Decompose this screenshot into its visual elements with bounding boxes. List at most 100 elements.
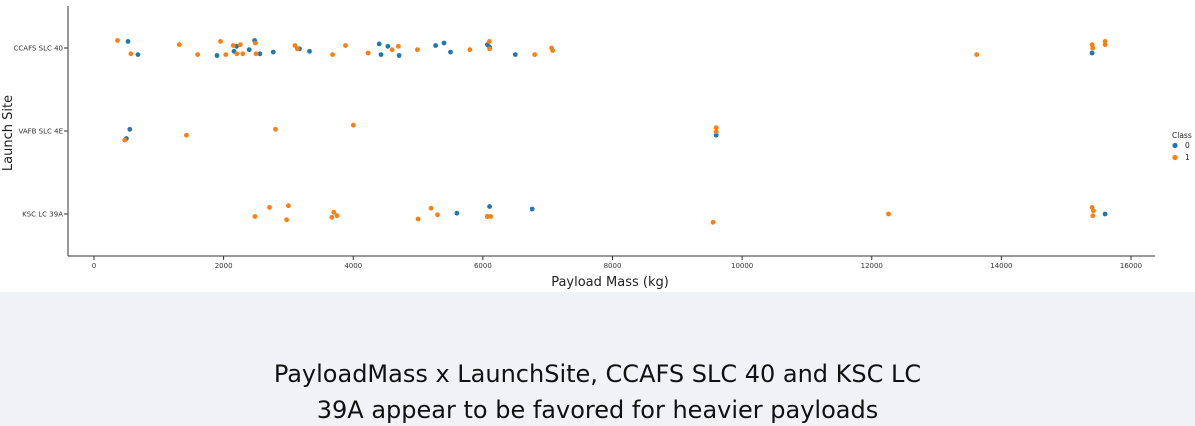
legend: Class 0 1 (1172, 131, 1192, 162)
legend-title: Class (1172, 131, 1192, 140)
data-point-class-1 (176, 42, 182, 48)
x-tick-label: 12000 (861, 262, 883, 270)
data-point-class-1 (435, 212, 440, 218)
data-point-class-0 (448, 49, 453, 55)
data-point-class-1 (253, 40, 258, 46)
data-point-class-0 (214, 53, 220, 58)
data-point-class-1 (713, 125, 719, 131)
data-point-class-1 (195, 52, 201, 57)
data-point-class-1 (487, 39, 492, 44)
x-tick-label: 2000 (215, 262, 233, 270)
data-point-class-0 (713, 132, 719, 138)
data-point-class-1 (343, 43, 348, 48)
data-point-class-0 (125, 39, 131, 44)
data-point-class-1 (273, 126, 278, 132)
data-point-class-1 (267, 205, 272, 210)
data-point-class-1 (240, 51, 246, 57)
data-point-class-1 (396, 43, 401, 49)
data-point-class-1 (330, 52, 335, 57)
data-point-class-0 (385, 43, 391, 49)
legend-marker (1172, 154, 1178, 161)
data-point-class-1 (223, 52, 229, 57)
data-point-class-1 (487, 46, 492, 52)
caption-line-1: PayloadMass x LaunchSite, CCAFS SLC 40 a… (273, 360, 922, 388)
data-point-class-1 (115, 38, 120, 43)
x-tick-label: 10000 (731, 262, 753, 270)
data-point-class-1 (294, 46, 300, 52)
scatter-chart: 0 2000 4000 6000 8000 10000 12000 14000 16000 CC… (1, 6, 1192, 290)
data-point-class-1 (350, 122, 356, 128)
x-tick-label: 16000 (1120, 262, 1142, 270)
data-point-class-1 (415, 216, 421, 222)
x-tick-label: 4000 (344, 262, 362, 270)
data-point-class-1 (128, 51, 134, 57)
chart-axes (67, 6, 1155, 257)
data-point-class-1 (886, 211, 891, 217)
x-axis-label: Payload Mass (kg) (551, 275, 669, 290)
data-point-class-0 (127, 126, 133, 132)
data-point-class-1 (1091, 208, 1096, 214)
data-point-class-1 (286, 203, 291, 209)
data-point-class-0 (307, 48, 312, 54)
data-point-class-0 (433, 43, 438, 48)
x-tick-label: 0 (92, 262, 96, 270)
legend-label: 0 (1185, 141, 1190, 150)
data-point-class-1 (974, 52, 980, 57)
data-point-class-1 (329, 214, 335, 220)
data-point-class-1 (252, 214, 258, 219)
data-point-class-1 (1090, 213, 1096, 219)
legend-marker (1172, 142, 1178, 149)
data-point-class-1 (331, 209, 337, 215)
data-point-class-0 (1102, 211, 1108, 217)
data-point-class-0 (257, 51, 263, 57)
data-point-class-0 (378, 52, 384, 57)
data-point-class-1 (292, 43, 298, 48)
data-point-class-1 (415, 47, 420, 53)
data-point-class-0 (246, 47, 252, 53)
data-point-class-1 (428, 205, 434, 211)
y-tick-label: VAFB SLC 4E (18, 128, 63, 136)
data-point-class-0 (454, 210, 460, 216)
x-tick-label: 14000 (990, 262, 1012, 270)
data-point-class-1 (184, 132, 189, 138)
data-point-class-1 (218, 39, 223, 44)
data-point-class-1 (284, 217, 289, 223)
data-point-class-1 (488, 214, 494, 219)
data-point-class-1 (122, 137, 128, 143)
x-axis-ticks: 0 2000 4000 6000 8000 10000 12000 14000 16000 (92, 256, 1142, 270)
chart-panel: 0 2000 4000 6000 8000 10000 12000 14000 16000 CC… (0, 0, 1195, 292)
data-point-class-0 (270, 49, 276, 55)
data-point-class-1 (1102, 42, 1108, 48)
slide-caption: PayloadMass x LaunchSite, CCAFS SLC 40 a… (0, 356, 1195, 426)
data-point-class-0 (376, 41, 382, 47)
data-point-class-0 (135, 52, 141, 57)
data-point-class-1 (365, 50, 371, 56)
data-point-class-1 (710, 219, 716, 225)
caption-line-2: 39A appear to be favored for heavier pay… (316, 396, 879, 424)
data-point-class-1 (1090, 45, 1096, 51)
data-point-class-1 (713, 129, 719, 135)
legend-label: 1 (1185, 153, 1190, 162)
data-point-class-1 (1102, 39, 1108, 44)
data-point-class-0 (487, 204, 492, 209)
y-tick-label: CCAFS SLC 40 (14, 45, 64, 53)
data-point-class-1 (237, 42, 243, 48)
data-point-class-1 (467, 47, 473, 53)
data-point-class-1 (234, 51, 240, 57)
data-points (115, 38, 1108, 225)
data-point-class-0 (396, 53, 402, 58)
data-point-class-0 (1089, 50, 1095, 56)
data-point-class-0 (529, 206, 535, 212)
data-point-class-1 (230, 43, 236, 48)
data-point-class-1 (485, 214, 490, 219)
y-axis-ticks: CCAFS SLC 40 VAFB SLC 4E KSC LC 39A (14, 45, 68, 219)
data-point-class-0 (512, 52, 518, 57)
data-point-class-1 (532, 52, 538, 57)
y-axis-label: Launch Site (1, 95, 16, 171)
data-point-class-0 (441, 40, 447, 46)
y-tick-label: KSC LC 39A (22, 211, 63, 219)
data-point-class-1 (334, 213, 340, 219)
data-point-class-1 (389, 47, 395, 53)
x-tick-label: 8000 (604, 262, 622, 270)
